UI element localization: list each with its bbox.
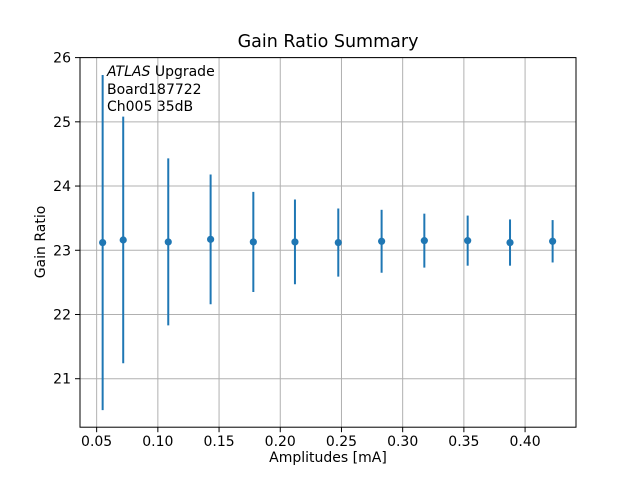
data-point	[207, 235, 215, 243]
y-tick-label: 26	[53, 51, 71, 67]
y-tick-label: 22	[53, 307, 71, 323]
y-tick-label: 24	[53, 179, 71, 195]
annotation-upgrade-text: Upgrade	[150, 64, 215, 80]
plot-annotation: ATLAS Upgrade Board187722 Ch005 35dB	[107, 64, 215, 117]
x-tick-label: 0.40	[509, 434, 540, 450]
data-point	[506, 238, 514, 247]
x-tick-label: 0.20	[265, 434, 296, 450]
x-tick-label: 0.10	[142, 434, 173, 450]
annotation-line-1: ATLAS Upgrade	[107, 64, 215, 82]
y-tick-label: 23	[53, 243, 71, 259]
x-tick-label: 0.05	[81, 434, 112, 450]
data-point	[99, 238, 107, 247]
x-tick-label: 0.35	[448, 434, 479, 450]
y-tick-label: 21	[53, 372, 71, 388]
x-axis-label: Amplitudes [mA]	[269, 450, 387, 466]
annotation-channel-gain: Ch005 35dB	[107, 99, 194, 115]
data-point	[164, 238, 172, 246]
data-point	[334, 238, 342, 247]
annotation-board-id: Board187722	[107, 81, 202, 98]
x-tick-label: 0.15	[203, 434, 234, 450]
x-tick-label: 0.30	[387, 434, 418, 450]
data-point	[378, 237, 386, 245]
data-point	[249, 238, 257, 246]
data-point	[119, 236, 127, 244]
data-point	[291, 238, 299, 246]
annotation-experiment-name: ATLAS	[107, 64, 151, 80]
data-point	[420, 237, 428, 245]
y-axis-label: Gain Ratio	[33, 205, 49, 279]
chart-title: Gain Ratio Summary	[237, 32, 419, 52]
y-tick-label: 25	[53, 115, 71, 131]
axes-border	[79, 57, 577, 428]
data-point	[464, 237, 472, 245]
x-tick-label: 0.25	[326, 434, 357, 450]
data-point	[549, 237, 557, 245]
